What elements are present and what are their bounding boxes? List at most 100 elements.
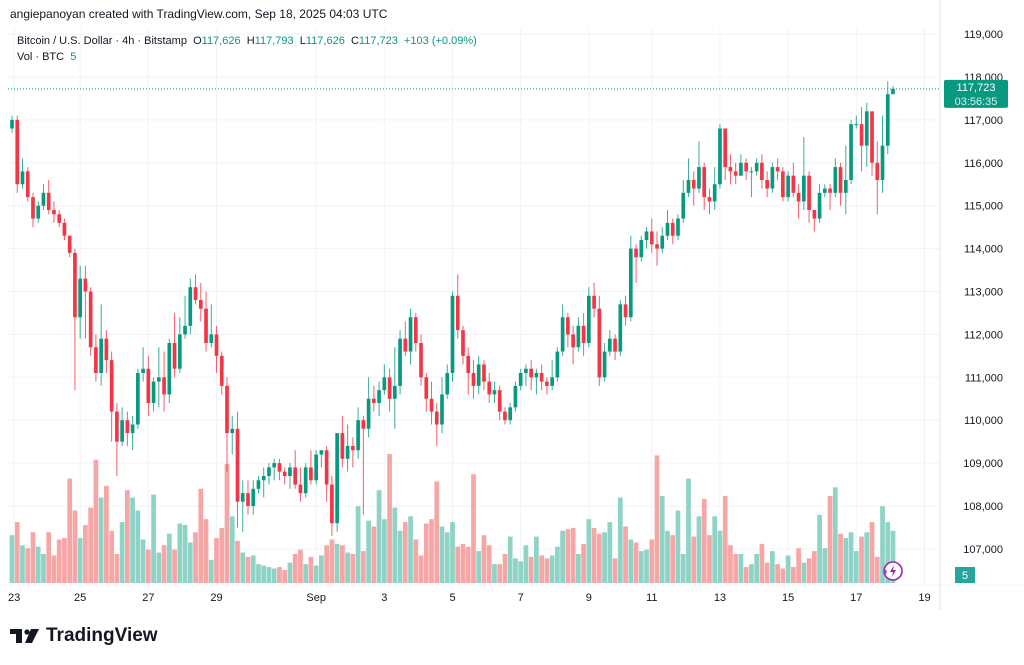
volume-bar [439, 526, 445, 583]
volume-bar [486, 545, 492, 583]
volume-bar [612, 558, 618, 583]
candle-up [209, 334, 214, 343]
candle-up [555, 351, 560, 378]
chart-credit: angiepanoyan created with TradingView.co… [10, 7, 388, 21]
price-axis[interactable]: 107,000 108,000 109,000 110,000 111,000 112,0… [963, 29, 1003, 556]
volume-bar [56, 539, 62, 583]
volume-bar [161, 545, 167, 583]
volume-bar [214, 538, 219, 583]
candle-up [156, 377, 161, 382]
volume-bar [444, 532, 450, 583]
volume-bar [513, 558, 518, 583]
volume-bar [707, 535, 712, 583]
volume-bar [67, 478, 73, 583]
candle-up [607, 338, 612, 352]
volume-bar [245, 556, 251, 583]
candle-down [497, 390, 502, 412]
candle-down [351, 445, 355, 451]
volume-bar [838, 533, 843, 583]
ohlc-row: Bitcoin / U.S. Dollar · 4h · Bitstamp O1… [17, 33, 477, 49]
volume-bar [770, 551, 775, 583]
volume-bar [140, 539, 146, 583]
candle-up [408, 317, 413, 352]
volume-label[interactable]: Vol · BTC [17, 51, 65, 63]
volume-bar [308, 556, 314, 583]
volume-bar [119, 522, 125, 583]
volume-bar [591, 527, 597, 583]
candle-down [424, 377, 429, 399]
volume-bar [371, 526, 377, 583]
volume-bar [885, 522, 891, 583]
volume-bar [759, 543, 765, 583]
candles [10, 81, 895, 537]
time-tick-label: 3 [381, 592, 387, 604]
volume-bar [392, 507, 398, 583]
volume-bar [402, 522, 408, 583]
candle-down [88, 291, 93, 348]
candle-down [723, 128, 728, 168]
candle-down [204, 308, 208, 343]
candle-up [120, 420, 124, 442]
candle-up [450, 295, 455, 374]
candle-up [518, 373, 523, 386]
candle-up [849, 124, 853, 180]
candle-down [309, 467, 313, 481]
candle-down [859, 124, 864, 146]
symbol-title[interactable]: Bitcoin / U.S. Dollar · 4h · Bitstamp [17, 35, 187, 47]
candle-up [843, 179, 848, 193]
candle-up [335, 433, 339, 524]
candle-down [875, 162, 880, 180]
candle-up [817, 192, 822, 219]
volume-value: 5 [70, 51, 77, 63]
volume-bar [460, 543, 466, 583]
ai-assistant-icon[interactable] [883, 561, 903, 581]
volume-bar [109, 530, 114, 583]
tradingview-logo-text: TradingView [46, 625, 158, 646]
volume-bar [507, 536, 513, 583]
volume-bar [476, 551, 482, 583]
candle-down [225, 385, 229, 434]
time-axis[interactable]: 23 25 27 29 Sep 3 5 7 9 11 13 15 17 19 [8, 592, 931, 604]
volume-bar [198, 488, 204, 583]
volume-bar [224, 464, 230, 583]
volume-bar [523, 545, 529, 583]
volume-bar [413, 539, 419, 583]
close-value: 117,723 [358, 35, 398, 47]
tradingview-logo[interactable]: TradingView [10, 625, 158, 647]
volume-bar [696, 516, 702, 583]
candle-down [57, 214, 62, 223]
candle-up [628, 248, 633, 318]
candle-down [62, 222, 67, 236]
candle-down [487, 381, 492, 395]
candle-up [188, 287, 193, 326]
volume-bar [575, 554, 581, 583]
candle-up [618, 304, 623, 352]
volume-bar [450, 522, 455, 583]
candle-down [172, 342, 177, 369]
volume-bar [266, 567, 272, 583]
volume-bar [780, 568, 786, 583]
volume-bar [796, 548, 801, 583]
volume-bar [890, 530, 896, 583]
price-tick-label: 107,000 [963, 544, 1003, 556]
time-tick-label: 27 [142, 592, 154, 604]
volume-bar [98, 497, 104, 583]
candle-down [707, 197, 712, 202]
candle-up [272, 463, 277, 468]
volume-bar [581, 543, 586, 583]
volume-bar [30, 532, 36, 583]
close-label: C [350, 35, 359, 47]
last-price-tag: 117,723 03:56:35 [944, 79, 1008, 108]
volume-bar [785, 555, 791, 583]
volume-bar [518, 561, 524, 583]
candle-down [539, 373, 544, 382]
volume-bar [738, 554, 744, 583]
candle-down [162, 377, 166, 395]
candle-up [639, 240, 644, 258]
volume-bar [497, 564, 503, 583]
candle-up [261, 475, 266, 481]
candle-down [109, 360, 114, 412]
volume-bar [208, 559, 214, 583]
volume-bar [313, 565, 319, 583]
